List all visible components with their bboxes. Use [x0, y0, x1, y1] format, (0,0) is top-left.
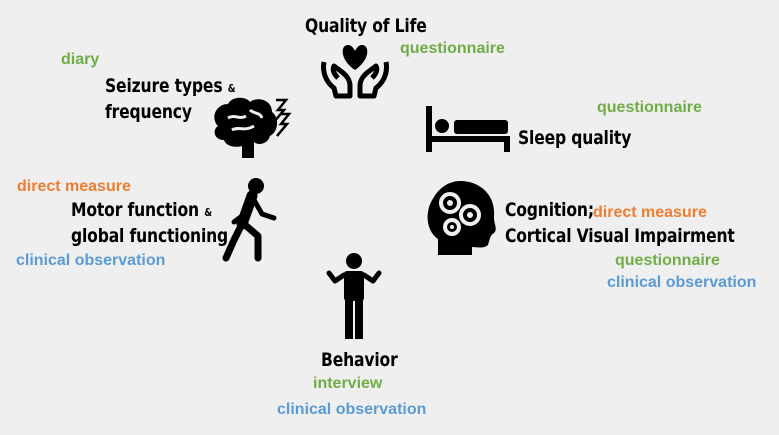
quality-of-life-method: questionnaire: [400, 40, 505, 57]
sleep-title: Sleep quality: [518, 127, 632, 149]
hands-heart-icon: [321, 45, 389, 99]
sleep-method: questionnaire: [597, 99, 702, 116]
cognition-method-direct: direct measure: [593, 204, 707, 221]
cognition-title-line2: Cortical Visual Impairment: [505, 225, 735, 247]
seizures-method: diary: [61, 51, 100, 68]
cognition-title-line1: Cognition;: [505, 199, 594, 221]
head-gears-icon: [427, 181, 496, 255]
behavior-title: Behavior: [321, 349, 398, 371]
behavior-method-clinical: clinical observation: [277, 401, 427, 418]
behavior-method-interview: interview: [313, 375, 383, 392]
seizures-title-line2: frequency: [105, 101, 192, 123]
cognition-method-questionnaire: questionnaire: [615, 252, 720, 269]
cognition-method-clinical: clinical observation: [607, 274, 757, 291]
walking-person-icon: [222, 178, 277, 262]
quality-of-life-title: Quality of Life: [305, 15, 427, 37]
motor-title-line1: Motor function &: [71, 199, 212, 221]
shrugging-person-icon: [326, 253, 382, 339]
motor-method-clinical: clinical observation: [16, 252, 166, 269]
brain-lightning-icon: [214, 97, 292, 158]
motor-method-direct: direct measure: [17, 178, 131, 195]
bed-icon: [426, 106, 510, 152]
motor-title-line2: global functioning: [71, 225, 229, 247]
seizures-title-line1: Seizure types &: [105, 75, 236, 97]
